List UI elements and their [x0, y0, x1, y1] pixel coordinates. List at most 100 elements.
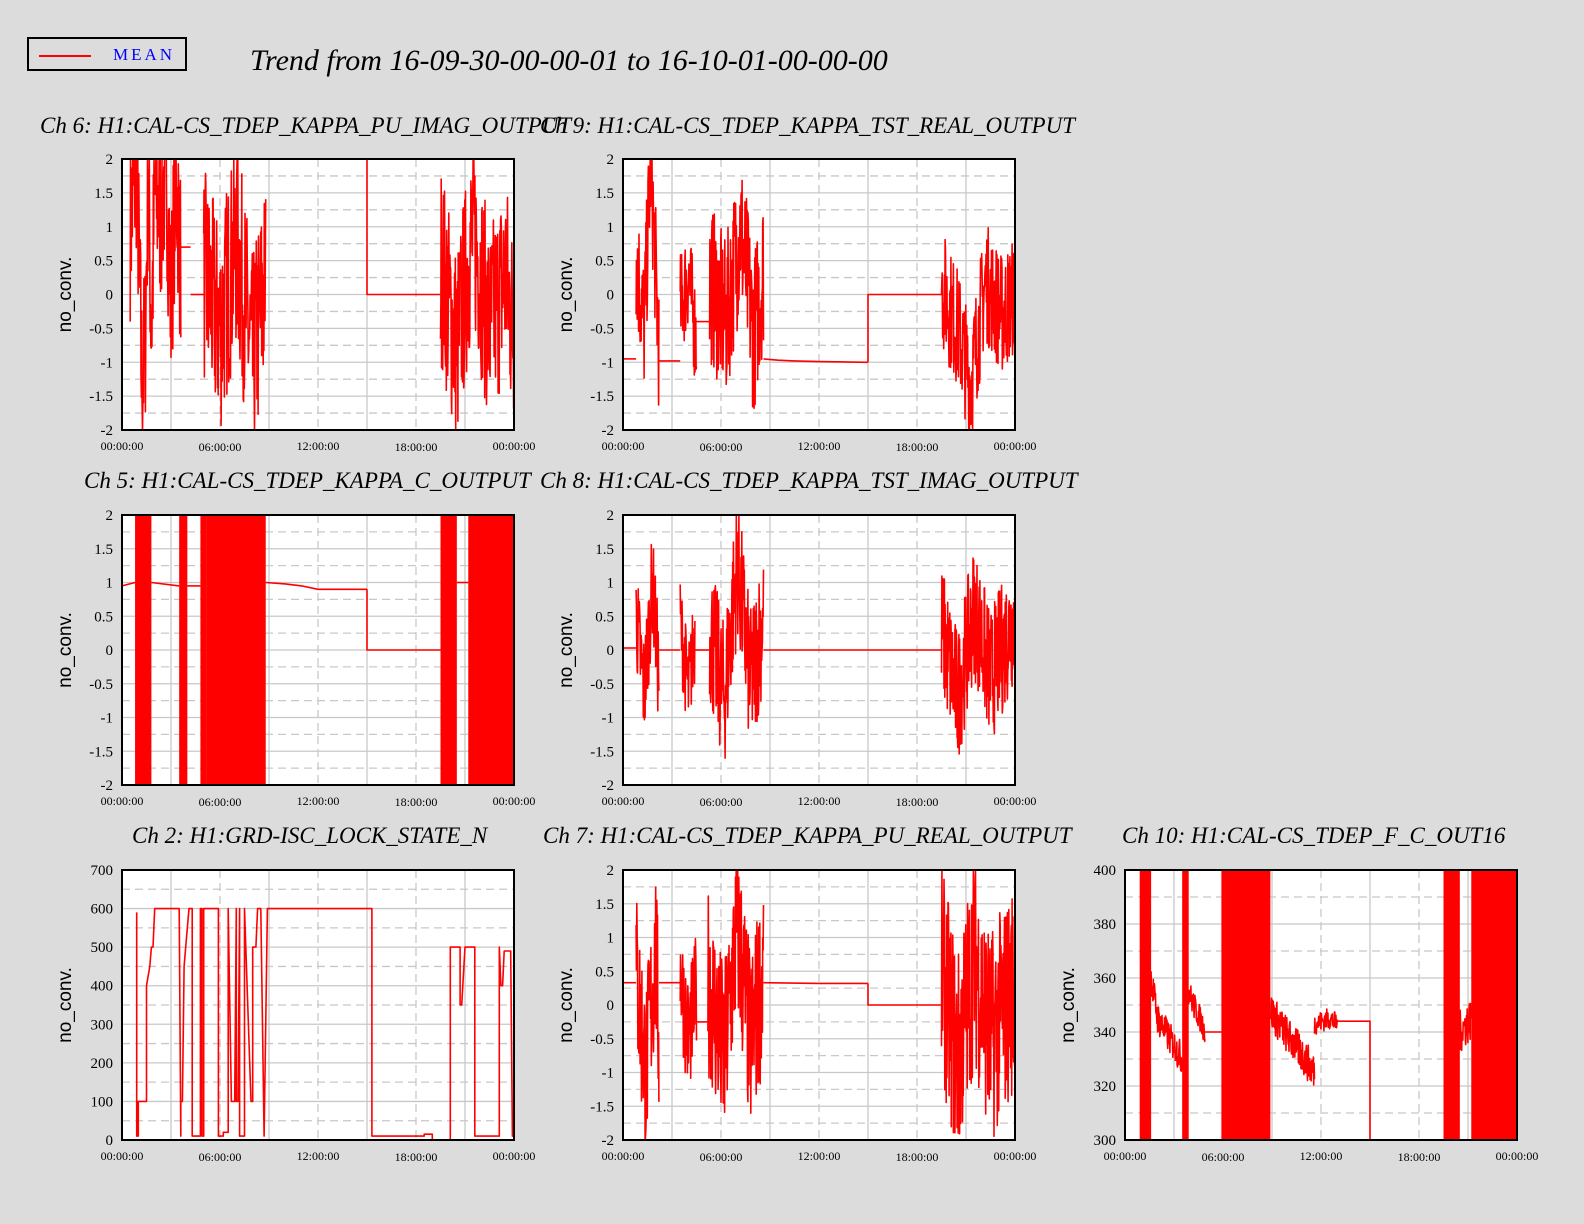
x-tick-label: 00:00:00	[101, 794, 144, 808]
chart-title: Ch 7: H1:CAL-CS_TDEP_KAPPA_PU_REAL_OUTPU…	[543, 823, 1074, 848]
series-line	[1187, 985, 1206, 1043]
x-tick-label: 18:00:00	[395, 1150, 438, 1164]
x-tick-label: 00:00:00	[493, 439, 536, 453]
series-line	[1150, 971, 1183, 1072]
y-axis-label: no_conv.	[556, 612, 577, 688]
y-tick-label: -1.5	[590, 1099, 614, 1115]
y-tick-label: 0.5	[595, 609, 614, 625]
y-tick-label: 200	[91, 1056, 114, 1072]
x-tick-label: 00:00:00	[101, 439, 144, 453]
y-tick-label: 360	[1094, 971, 1117, 987]
y-tick-label: -2	[602, 1133, 615, 1149]
x-tick-label: 18:00:00	[1398, 1150, 1441, 1164]
series-block	[135, 515, 152, 785]
y-tick-label: 1	[607, 931, 615, 947]
series-line	[135, 907, 514, 1141]
plot-frame	[1124, 869, 1518, 1141]
y-tick-label: -0.5	[89, 321, 113, 337]
x-tick-label: 12:00:00	[1300, 1149, 1343, 1163]
y-tick-label: 0.5	[94, 254, 113, 270]
x-tick-label: 12:00:00	[798, 794, 841, 808]
series-line	[151, 581, 180, 587]
y-tick-label: 1	[106, 576, 114, 592]
series-line	[940, 227, 1016, 431]
series-line	[867, 983, 942, 1006]
legend-swatch	[39, 55, 91, 57]
y-tick-label: 600	[91, 902, 114, 918]
series-line	[129, 158, 182, 431]
x-tick-label: 00:00:00	[994, 439, 1037, 453]
plot-frame	[622, 514, 1016, 786]
y-tick-label: 2	[607, 863, 615, 879]
series-line	[265, 581, 367, 591]
chart-panel: Ch 9: H1:CAL-CS_TDEP_KAPPA_TST_REAL_OUTP…	[540, 113, 1077, 454]
series-block	[1221, 870, 1271, 1140]
y-tick-label: 340	[1094, 1025, 1117, 1041]
y-tick-label: -0.5	[590, 1032, 614, 1048]
chart-title: Ch 10: H1:CAL-CS_TDEP_F_C_OUT16	[1122, 823, 1506, 848]
series-line	[679, 937, 698, 1079]
chart-title: Ch 9: H1:CAL-CS_TDEP_KAPPA_TST_REAL_OUTP…	[540, 113, 1077, 138]
x-tick-label: 00:00:00	[493, 1149, 536, 1163]
y-tick-label: 300	[1094, 1133, 1117, 1149]
x-tick-label: 12:00:00	[297, 439, 340, 453]
y-tick-label: 2	[106, 508, 114, 524]
page-title: Trend from 16-09-30-00-00-01 to 16-10-01…	[250, 44, 888, 77]
x-tick-label: 00:00:00	[1104, 1149, 1147, 1163]
series-block	[179, 515, 188, 785]
series-line	[635, 158, 660, 406]
y-tick-label: -0.5	[590, 321, 614, 337]
y-tick-label: -1	[602, 1066, 615, 1082]
x-tick-label: 06:00:00	[199, 795, 242, 809]
y-tick-label: 500	[91, 940, 114, 956]
x-tick-label: 00:00:00	[493, 794, 536, 808]
y-tick-label: 0	[607, 288, 615, 304]
y-tick-label: -1	[101, 711, 114, 727]
x-tick-label: 18:00:00	[896, 1150, 939, 1164]
y-tick-label: 380	[1094, 917, 1117, 933]
series-line	[679, 247, 698, 376]
y-tick-label: -0.5	[89, 677, 113, 693]
y-tick-label: -2	[101, 778, 114, 794]
y-tick-label: -0.5	[590, 677, 614, 693]
chart-panel: Ch 10: H1:CAL-CS_TDEP_F_C_OUT16 400 380 360…	[1058, 823, 1538, 1164]
y-tick-label: -2	[602, 423, 615, 439]
y-tick-label: 320	[1094, 1079, 1117, 1095]
x-tick-label: 18:00:00	[896, 795, 939, 809]
chart-title: Ch 6: H1:CAL-CS_TDEP_KAPPA_PU_IMAG_OUTPU…	[40, 113, 573, 138]
x-tick-label: 12:00:00	[798, 439, 841, 453]
y-tick-label: 400	[1094, 863, 1117, 879]
y-tick-label: 0	[607, 998, 615, 1014]
y-tick-label: 0	[607, 643, 615, 659]
y-tick-label: -2	[602, 778, 615, 794]
y-axis-label: no_conv.	[556, 257, 577, 333]
y-tick-label: 0.5	[595, 964, 614, 980]
x-tick-label: 00:00:00	[602, 1149, 645, 1163]
x-tick-label: 00:00:00	[602, 439, 645, 453]
series-line	[708, 514, 765, 759]
legend-label: MEAN	[113, 45, 176, 64]
x-tick-label: 18:00:00	[395, 440, 438, 454]
x-tick-label: 06:00:00	[700, 795, 743, 809]
chart-panel: Ch 5: H1:CAL-CS_TDEP_KAPPA_C_OUTPUT 2 1.5 1…	[55, 468, 535, 809]
series-line	[635, 543, 660, 721]
y-tick-label: 2	[607, 152, 615, 168]
y-tick-label: 100	[91, 1094, 114, 1110]
y-axis-label: no_conv.	[55, 257, 76, 333]
x-tick-label: 00:00:00	[101, 1149, 144, 1163]
chart-panel: Ch 2: H1:GRD-ISC_LOCK_STATE_N 700 600 500 40…	[55, 823, 535, 1164]
plot-frame	[622, 158, 1016, 431]
x-tick-label: 18:00:00	[395, 795, 438, 809]
series-line	[366, 159, 441, 296]
series-line	[635, 886, 660, 1141]
series-line	[1313, 1008, 1339, 1035]
y-tick-label: 2	[607, 508, 615, 524]
y-tick-label: 0	[106, 288, 114, 304]
y-axis-label: no_conv.	[55, 967, 76, 1043]
x-tick-label: 00:00:00	[602, 794, 645, 808]
series-block	[200, 515, 207, 785]
series-line	[708, 179, 765, 410]
y-tick-label: 1.5	[595, 186, 614, 202]
plot-frame	[121, 869, 515, 1141]
